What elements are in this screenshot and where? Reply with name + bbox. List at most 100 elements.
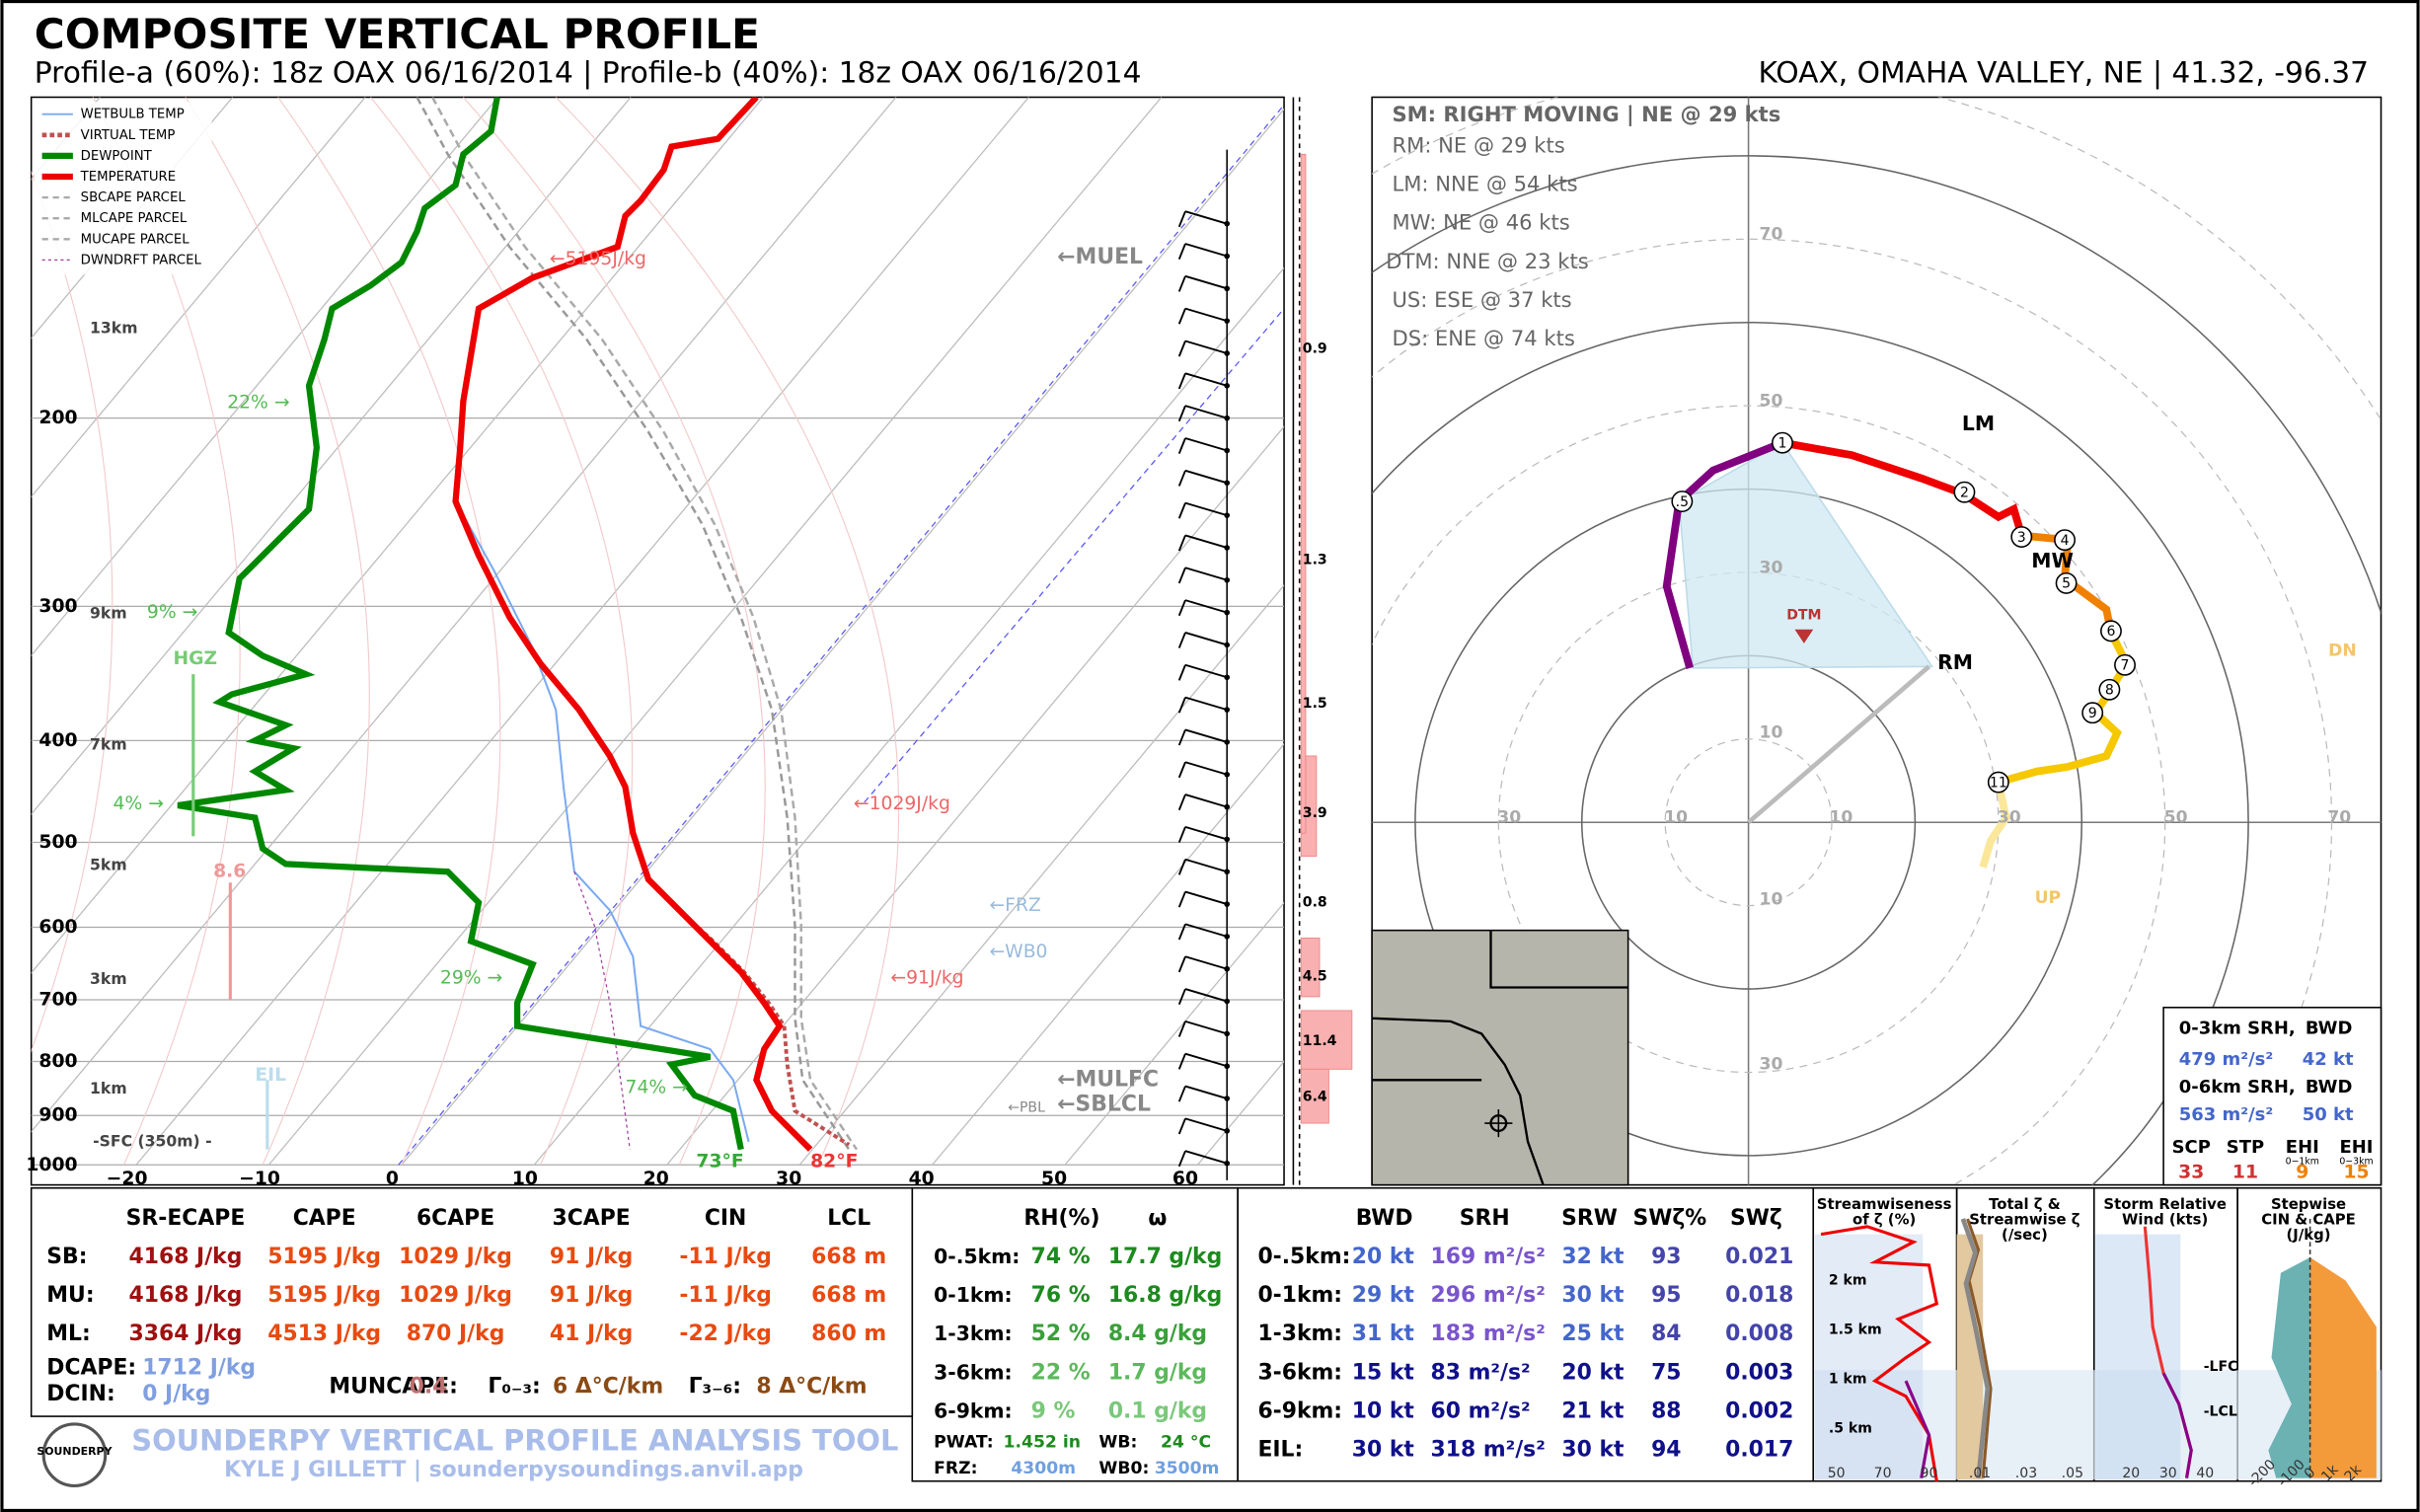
height-label: 1km [90, 1079, 127, 1097]
panel-title: Total ζ & [1989, 1195, 2061, 1213]
barb [1184, 1085, 1228, 1099]
label: 0.1 g/kg [1108, 1399, 1207, 1423]
barb-flag [1177, 1150, 1186, 1168]
barb [1184, 761, 1228, 776]
hodo-point-label: 2 [1960, 485, 1969, 500]
table-value: 5195 J/kg [267, 1245, 381, 1269]
inflow-label: 11.4 [1303, 1033, 1337, 1049]
hodo-point [1671, 491, 1694, 513]
dry-adiabat [370, 97, 634, 1166]
column-header: CAPE [293, 1206, 356, 1231]
title: COMPOSITE VERTICAL PROFILE [35, 10, 760, 58]
motion-label: DS: ENE @ 74 kts [1392, 326, 1574, 350]
annotation: 4% → [113, 794, 164, 814]
ring-label: 30 [1760, 1055, 1783, 1075]
label: BWD [1356, 1206, 1413, 1231]
isotherm [267, 97, 1163, 1166]
hodo-marker: MW [2031, 549, 2074, 572]
panel-tick: 90 [1921, 1466, 1938, 1481]
temperature-label: −20 [107, 1169, 148, 1189]
barb [1184, 663, 1228, 679]
inflow-bars [1300, 153, 1353, 1124]
label: Γ₃₋₆: [689, 1374, 741, 1399]
cin-area [2268, 1257, 2310, 1478]
hodo-marker: LM [1962, 412, 1995, 435]
label: 75 [1651, 1360, 1681, 1385]
label: ω [1148, 1206, 1167, 1231]
logo [41, 1422, 108, 1487]
barb [1184, 696, 1228, 712]
barb [1184, 1020, 1228, 1035]
isotherm [401, 108, 1285, 1166]
label: 563 m²/s² [2179, 1104, 2274, 1125]
inflow-label: 1.3 [1303, 552, 1327, 567]
barb-flag [1177, 405, 1186, 422]
label: 21 kt [1561, 1399, 1624, 1423]
barb [1184, 955, 1228, 970]
storm-motion-vector [1747, 664, 1931, 824]
isotherm [1064, 901, 1285, 1166]
dry-adiabat [462, 97, 766, 1166]
panel-tick: 30 [2159, 1466, 2177, 1481]
barb-flag [1177, 632, 1186, 648]
ring-label: 50 [2164, 808, 2188, 828]
barb-flag [1177, 437, 1186, 454]
ring-label: 10 [1664, 808, 1688, 828]
barb-dot [1224, 447, 1231, 454]
label: 16.8 g/kg [1108, 1283, 1222, 1308]
ring-label: 10 [1760, 723, 1783, 743]
skewt-curves [177, 97, 1228, 1180]
annotation: ←1029J/kg [854, 794, 950, 814]
panel-line [1820, 1225, 1939, 1481]
label: 10 kt [1352, 1399, 1414, 1423]
label: 88 [1651, 1399, 1681, 1423]
barb-flag [1177, 340, 1186, 357]
barb [1184, 988, 1228, 1003]
virtual-temp-trace [646, 877, 851, 1147]
column-header: 6CAPE [416, 1206, 494, 1231]
hodo-point-label: 5 [2062, 576, 2071, 592]
barb-flag [1177, 697, 1186, 714]
isotherm [31, 97, 366, 498]
label: 6-9km: [1257, 1399, 1342, 1423]
hodo-point [2055, 571, 2078, 594]
barb-dot [1224, 285, 1231, 292]
barb-dot [1224, 1128, 1231, 1134]
motion-label: US: ESE @ 37 kts [1392, 287, 1571, 312]
dtm-marker [1794, 629, 1814, 643]
temperature-label: −10 [239, 1169, 280, 1189]
table-value: -11 J/kg [679, 1283, 771, 1308]
label: 0.017 [1725, 1437, 1793, 1462]
panel-line [1966, 1218, 1993, 1478]
label: 29 kt [1352, 1283, 1414, 1308]
hodo-point-label: 7 [2121, 658, 2130, 674]
temperature-label: 50 [1041, 1169, 1067, 1189]
label: 1712 J/kg [142, 1356, 256, 1381]
label: 76 % [1031, 1283, 1091, 1308]
barb-flag [1177, 567, 1186, 584]
panel-frame [2236, 1186, 2382, 1482]
annotation: ←5195J/kg [550, 249, 646, 269]
label: 0.003 [1725, 1360, 1793, 1385]
barb [1184, 794, 1228, 808]
annotation: ←91J/kg [890, 968, 963, 989]
temperature-label: 20 [643, 1169, 669, 1189]
annotation: ←WB0 [989, 942, 1047, 962]
barb-flag [1177, 859, 1186, 875]
panel-title: Storm Relative [2103, 1195, 2226, 1213]
barb [1184, 307, 1228, 323]
hodo-point [2054, 529, 2076, 552]
panel-tick: 50 [1828, 1466, 1846, 1481]
temperature-label: 40 [909, 1169, 935, 1189]
label: 479 m²/s² [2179, 1049, 2274, 1070]
label: 0.008 [1725, 1322, 1793, 1346]
profile-panels [1812, 1186, 2382, 1482]
barb-flag [1177, 372, 1186, 390]
label: 8.4 g/kg [1108, 1322, 1207, 1346]
label: 0-.5km: [934, 1245, 1020, 1268]
hodo-point [1772, 431, 1793, 454]
barb-flag [1177, 955, 1186, 973]
temperature-label: 0 [386, 1169, 399, 1189]
label: FRZ: [934, 1459, 977, 1478]
label: 169 m²/s² [1431, 1245, 1546, 1269]
